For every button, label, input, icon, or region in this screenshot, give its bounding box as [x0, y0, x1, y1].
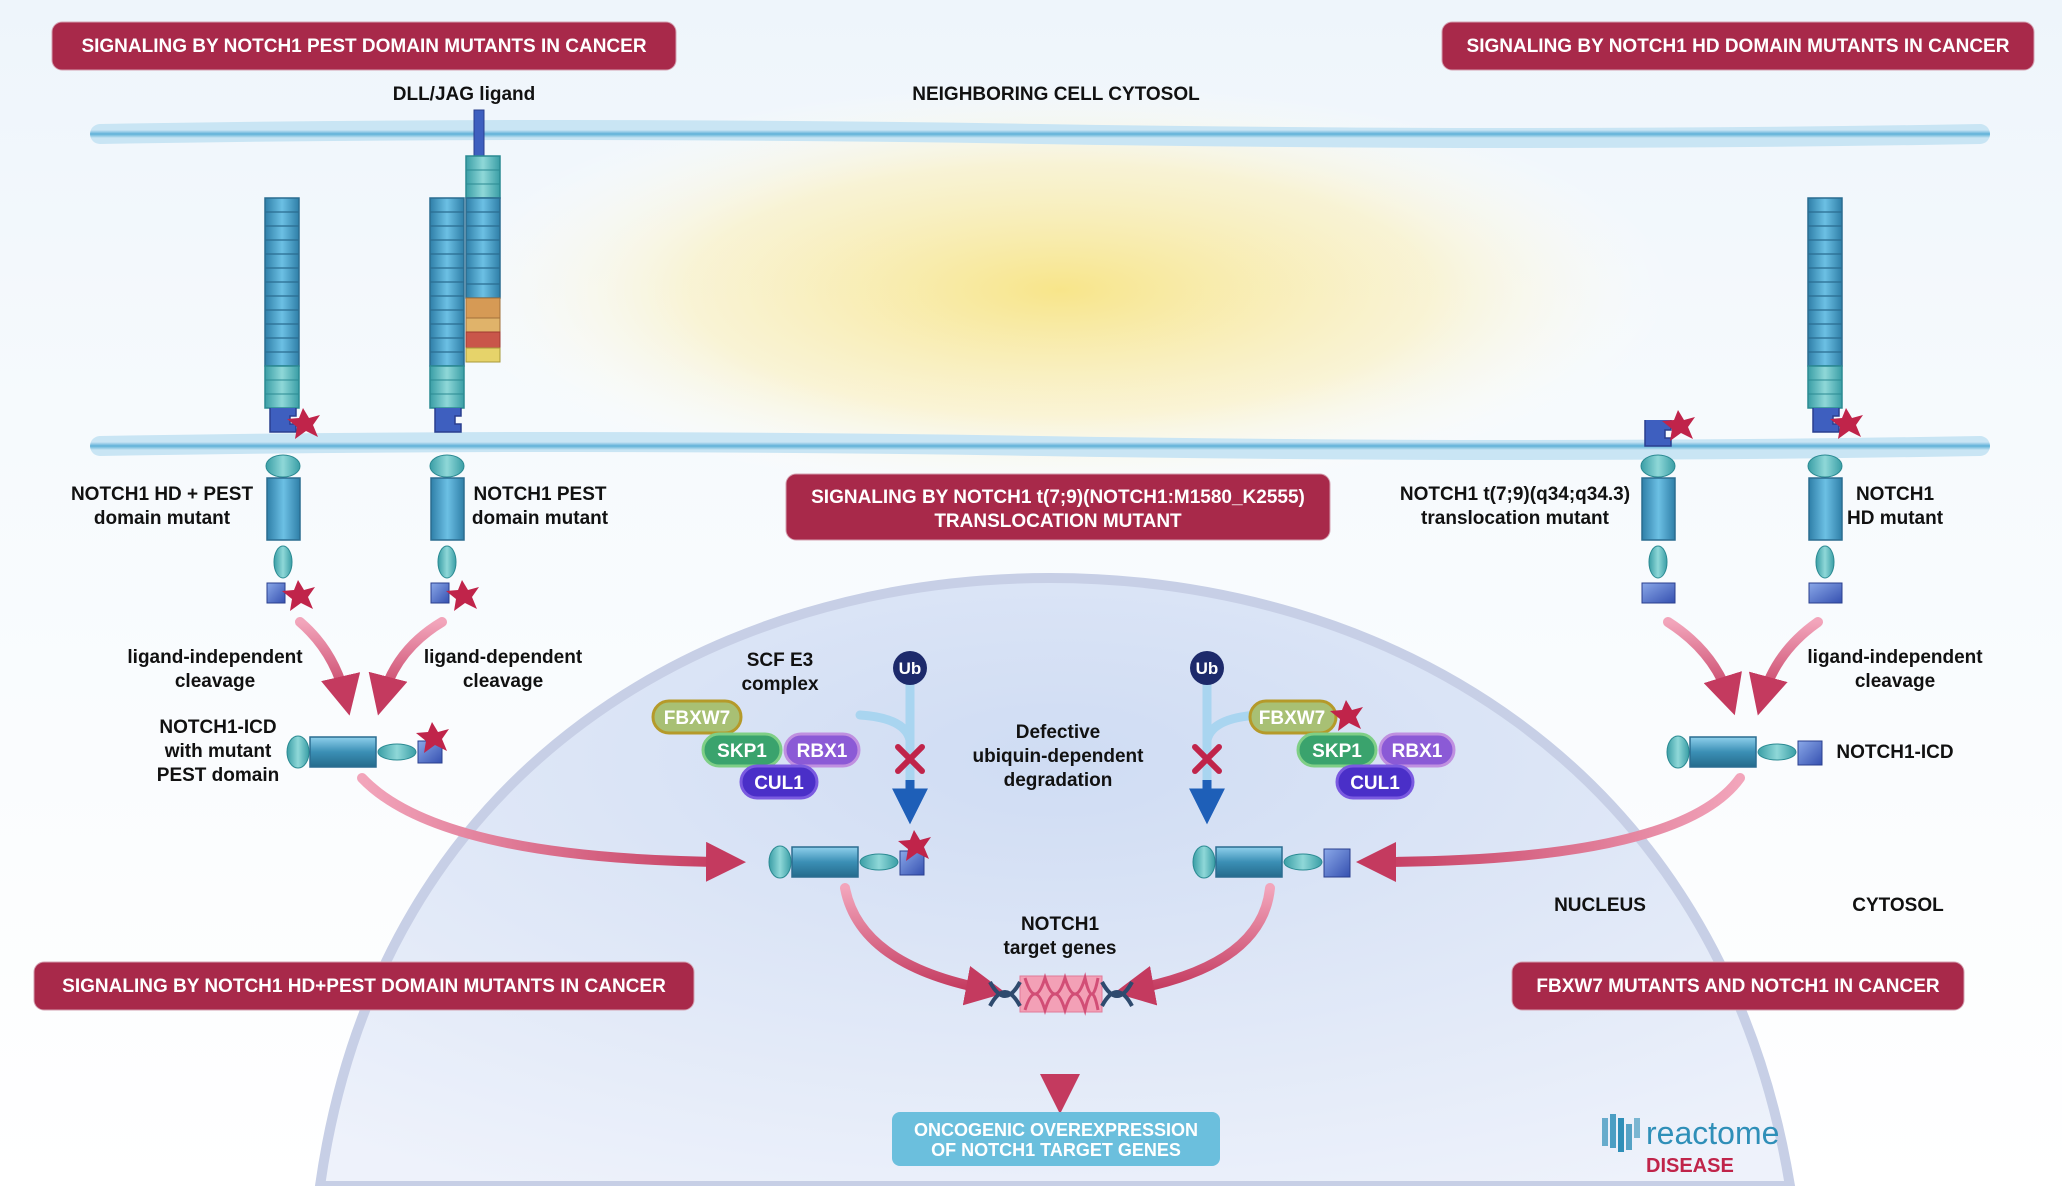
notch1-icd-right — [1666, 735, 1823, 769]
plasma-membrane — [90, 432, 1990, 460]
defective-label-2: ubiquin-dependent — [973, 746, 1145, 767]
hd-mutant-label-2: HD mutant — [1847, 508, 1944, 529]
gene-activation-arrows — [840, 883, 1275, 1114]
nucleus-label: NUCLEUS — [1554, 895, 1646, 916]
outcome-label-2: OF NOTCH1 TARGET GENES — [931, 1140, 1181, 1160]
notch1-icd-mutant-pest — [286, 722, 449, 769]
icd-right-label: NOTCH1-ICD — [1836, 742, 1953, 763]
dna-target-genes-icon — [988, 972, 1134, 1016]
ligand-independent-label-2: cleavage — [175, 671, 255, 692]
skp1-label: SKP1 — [1312, 741, 1362, 762]
translocation-mutant-label-2: translocation mutant — [1421, 508, 1610, 529]
ligand-independent-right-label-2: cleavage — [1855, 671, 1935, 692]
skp1-protein — [1296, 732, 1378, 768]
oncogenic-overexpression-outcome[interactable]: ONCOGENIC OVEREXPRESSION OF NOTCH1 TARGE… — [892, 1112, 1220, 1166]
notch1-pest-receptor — [429, 197, 479, 611]
reactome-logo-text: reactome — [1646, 1115, 1779, 1151]
ub-label: Ub — [899, 659, 922, 678]
hd-pest-pathway-button[interactable]: SIGNALING BY NOTCH1 HD+PEST DOMAIN MUTAN… — [33, 961, 695, 1011]
skp1-label: SKP1 — [717, 741, 767, 762]
target-genes-label-2: target genes — [1004, 938, 1117, 959]
rbx1-protein — [783, 732, 861, 768]
notch1-hd-pest-receptor — [264, 197, 320, 611]
cul1-protein — [1335, 764, 1415, 800]
neighboring-cytosol-label: NEIGHBORING CELL CYTOSOL — [912, 84, 1200, 105]
ligand-dependent-label-2: cleavage — [463, 671, 543, 692]
rbx1-label: RBX1 — [1392, 741, 1443, 762]
pest-mutant-label-1: NOTCH1 PEST — [473, 484, 606, 505]
fbxw7-protein — [651, 699, 743, 735]
rbx1-protein — [1378, 732, 1456, 768]
skp1-protein — [701, 732, 783, 768]
cul1-label: CUL1 — [1350, 773, 1400, 794]
ligand-dependent-label-1: ligand-dependent — [424, 647, 583, 668]
icd-mutant-label-1: NOTCH1-ICD — [159, 717, 276, 738]
ligand-independent-label-1: ligand-independent — [127, 647, 303, 668]
reactome-logo-icon — [1602, 1114, 1640, 1152]
icd-mutant-label-2: with mutant — [164, 741, 272, 762]
fbxw7-label: FBXW7 — [1259, 708, 1326, 729]
diagram-labels: DLL/JAG ligand NEIGHBORING CELL CYTOSOL … — [71, 84, 1983, 959]
hd-mutant-label-1: NOTCH1 — [1856, 484, 1935, 505]
translocation-pathway-label-2: TRANSLOCATION MUTANT — [934, 511, 1182, 532]
cul1-label: CUL1 — [754, 773, 804, 794]
dll-jag-ligand — [465, 109, 501, 363]
target-genes-label-1: NOTCH1 — [1021, 914, 1100, 935]
neighboring-cell-membrane — [90, 120, 1990, 148]
icd-mutant-label-3: PEST domain — [157, 765, 279, 786]
ligand-independent-right-label-1: ligand-independent — [1807, 647, 1983, 668]
signal-glow — [440, 80, 1680, 500]
hd-pest-mutant-label-2: domain mutant — [94, 508, 231, 529]
rbx1-label: RBX1 — [797, 741, 848, 762]
hd-pest-pathway-label: SIGNALING BY NOTCH1 HD+PEST DOMAIN MUTAN… — [62, 976, 666, 997]
ub-transfer-right — [1189, 675, 1263, 825]
cleavage-arrows — [295, 617, 1823, 716]
hd-pest-mutant-label-1: NOTCH1 HD + PEST — [71, 484, 254, 505]
defective-label-1: Defective — [1016, 722, 1101, 743]
cytosol-label: CYTOSOL — [1852, 895, 1944, 916]
nuclear-entry-arrows — [357, 773, 1745, 882]
pest-mutant-label-2: domain mutant — [472, 508, 609, 529]
fbxw7-pathway-label: FBXW7 MUTANTS AND NOTCH1 IN CANCER — [1536, 976, 1939, 997]
ub-transfer-left — [855, 675, 928, 825]
scf-complex-right: FBXW7 SKP1 RBX1 CUL1 — [1248, 699, 1456, 800]
pest-pathway-label: SIGNALING BY NOTCH1 PEST DOMAIN MUTANTS … — [81, 36, 646, 57]
outcome-label-1: ONCOGENIC OVEREXPRESSION — [914, 1120, 1198, 1140]
ligand-label: DLL/JAG ligand — [393, 84, 536, 105]
scf-label-1: SCF E3 — [747, 650, 814, 671]
ubiquitin-left: Ub — [893, 651, 927, 685]
translocation-pathway-button[interactable]: SIGNALING BY NOTCH1 t(7;9)(NOTCH1:M1580_… — [785, 473, 1331, 541]
scf-complex-left: FBXW7 SKP1 RBX1 CUL1 — [651, 699, 861, 800]
fbxw7-pathway-button[interactable]: FBXW7 MUTANTS AND NOTCH1 IN CANCER — [1511, 961, 1965, 1011]
translocation-pathway-label-1: SIGNALING BY NOTCH1 t(7;9)(NOTCH1:M1580_… — [811, 487, 1305, 508]
notch1-translocation-receptor — [1640, 410, 1695, 604]
ubiquitin-right: Ub — [1190, 651, 1224, 685]
hd-pathway-label: SIGNALING BY NOTCH1 HD DOMAIN MUTANTS IN… — [1467, 36, 2010, 57]
translocation-mutant-label-1: NOTCH1 t(7;9)(q34;q34.3) — [1400, 484, 1630, 505]
fbxw7-protein — [1248, 699, 1338, 735]
pest-pathway-button[interactable]: SIGNALING BY NOTCH1 PEST DOMAIN MUTANTS … — [51, 21, 677, 71]
nuclear-icd-mutant-pest — [768, 830, 931, 879]
ub-label: Ub — [1196, 659, 1219, 678]
hd-pathway-button[interactable]: SIGNALING BY NOTCH1 HD DOMAIN MUTANTS IN… — [1441, 21, 2035, 71]
fbxw7-label: FBXW7 — [664, 708, 731, 729]
defective-label-3: degradation — [1004, 770, 1113, 791]
scf-label-2: complex — [741, 674, 819, 695]
nuclear-icd-normal — [1192, 845, 1351, 879]
cul1-protein — [739, 764, 819, 800]
notch1-hd-receptor — [1807, 197, 1863, 604]
reactome-disease-text: DISEASE — [1646, 1155, 1734, 1177]
reactome-logo: reactome DISEASE — [1602, 1114, 1779, 1177]
